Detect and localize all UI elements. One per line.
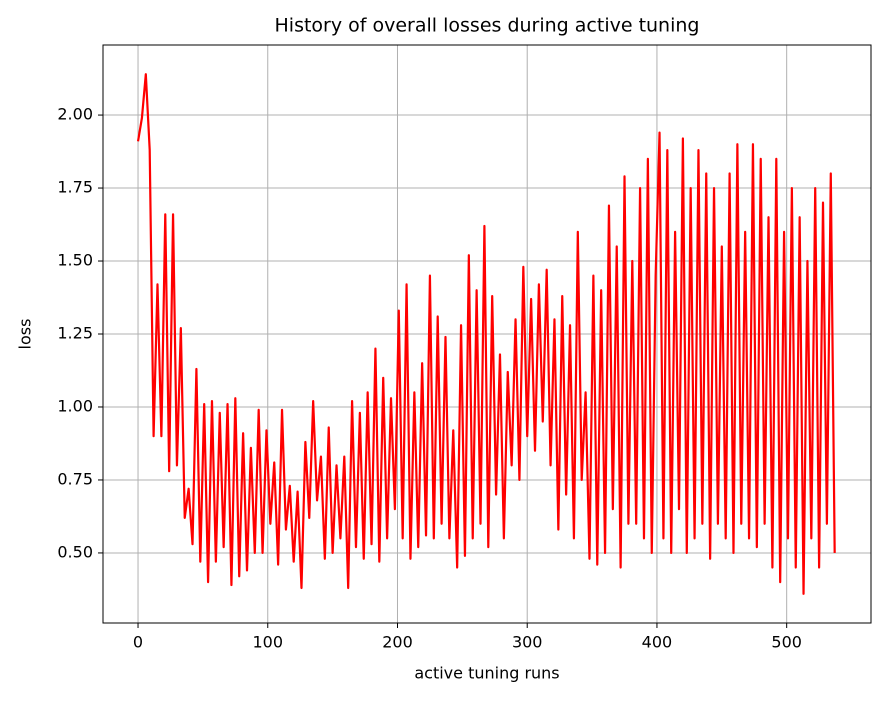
x-axis-label: active tuning runs [414,664,559,683]
x-tick-label: 100 [252,633,283,652]
y-tick-label: 0.50 [57,542,93,561]
y-tick-label: 1.00 [57,396,93,415]
x-tick-label: 200 [382,633,413,652]
y-tick-label: 2.00 [57,105,93,124]
y-tick-label: 0.75 [57,469,93,488]
y-tick-label: 1.25 [57,324,93,343]
chart-title: History of overall losses during active … [275,15,700,37]
y-tick-label: 1.75 [57,178,93,197]
y-tick-label: 1.50 [57,251,93,270]
plot-frame [102,44,872,624]
loss-line [136,73,836,595]
x-tick-label: 300 [512,633,543,652]
x-tick-label: 400 [642,633,673,652]
x-tick-label: 500 [771,633,802,652]
y-axis-label: loss [16,319,35,350]
x-tick-label: 0 [133,633,143,652]
